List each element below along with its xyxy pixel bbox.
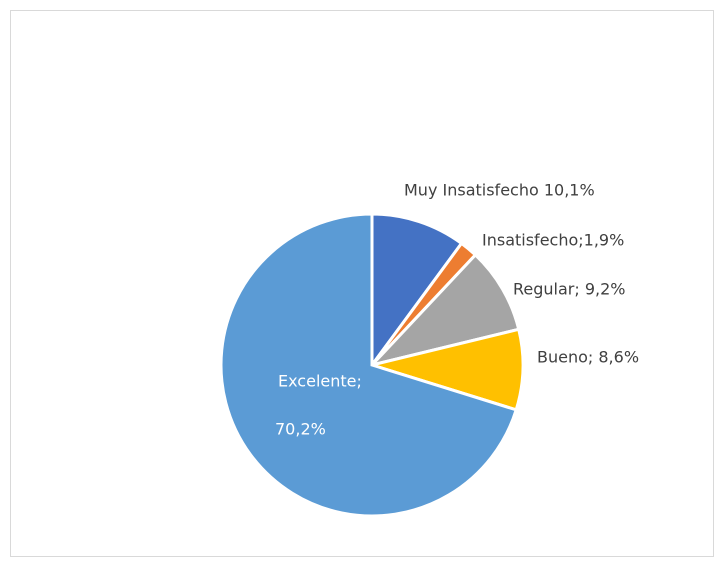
data-label: 70,2% (275, 420, 326, 439)
pie-slice (370, 212, 464, 370)
data-label: Muy Insatisfecho 10,1% (404, 181, 595, 200)
pie-slice (219, 212, 519, 518)
data-label: Regular; 9,2% (513, 280, 626, 299)
data-label: Excelente; (278, 372, 362, 391)
data-label: Bueno; 8,6% (537, 348, 639, 367)
data-label: Insatisfecho;1,9% (482, 231, 624, 250)
